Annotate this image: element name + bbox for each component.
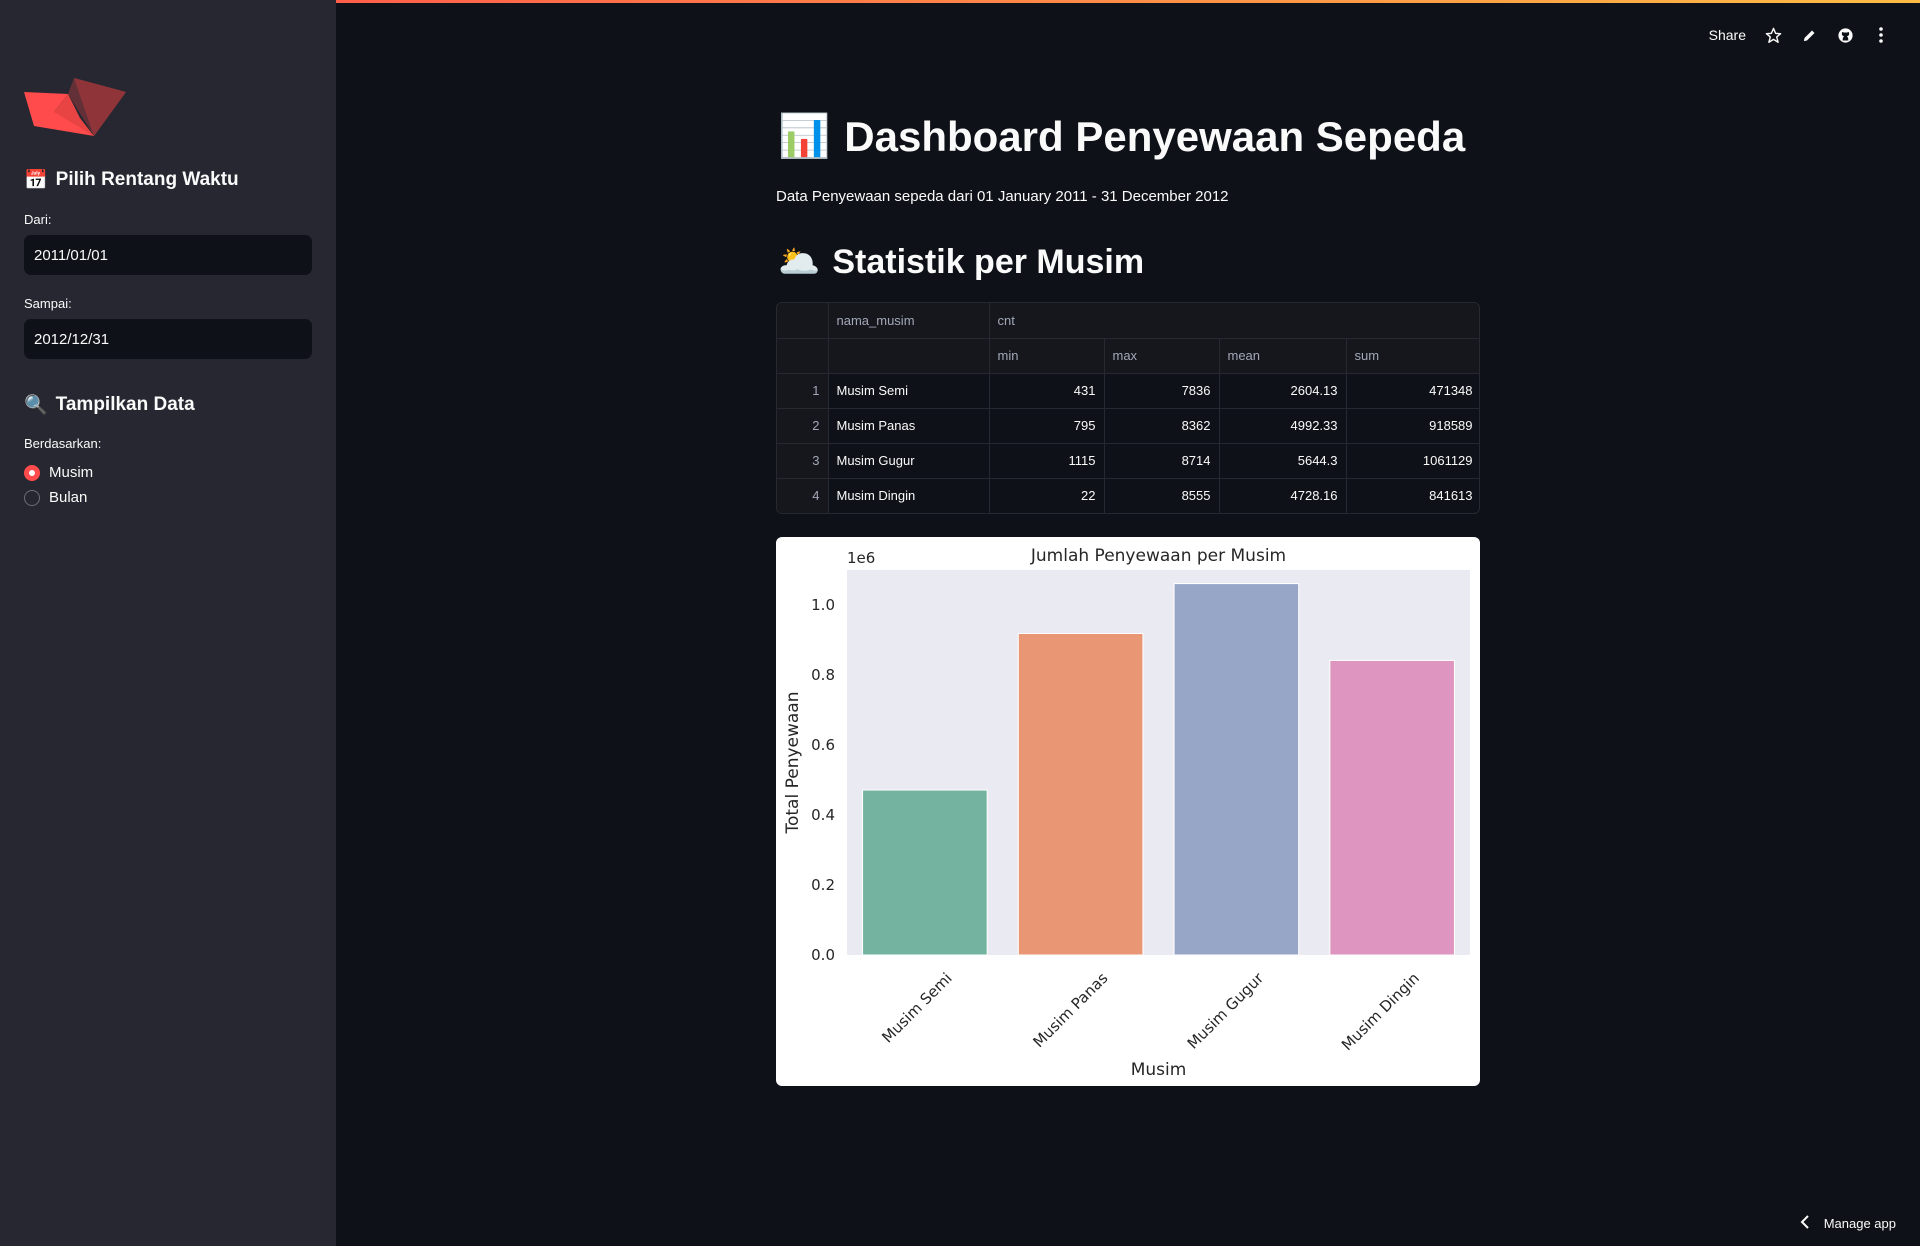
index-header <box>777 303 829 339</box>
table-cell[interactable]: Musim Gugur <box>828 443 990 479</box>
radio-label: Bulan <box>49 489 88 506</box>
table-cell[interactable]: 2604.13 <box>1219 373 1347 409</box>
radio-label: Musim <box>49 464 94 481</box>
section-heading: 🌥️ Statistik per Musim <box>778 242 1144 282</box>
share-button[interactable]: Share <box>1708 27 1746 43</box>
manage-app-button[interactable]: Manage app <box>1800 1215 1896 1232</box>
table-cell[interactable]: Musim Panas <box>828 408 990 444</box>
y-tick-label: 0.2 <box>811 876 835 894</box>
radio-unselected-icon[interactable] <box>24 489 40 506</box>
table-cell[interactable]: 4728.16 <box>1219 478 1347 513</box>
table-cell[interactable]: 5644.3 <box>1219 443 1347 479</box>
based-on-label: Berdasarkan: <box>24 436 102 451</box>
table-cell[interactable]: 8714 <box>1104 443 1220 479</box>
table-cell[interactable]: Musim Semi <box>828 373 990 409</box>
table-cell[interactable]: 918589 <box>1346 408 1479 444</box>
radio-selected-icon[interactable] <box>24 464 40 481</box>
display-data-heading: 🔍 Tampilkan Data <box>24 393 195 417</box>
y-offset-label: 1e6 <box>847 549 875 567</box>
table-cell[interactable]: 8555 <box>1104 478 1220 513</box>
star-icon[interactable] <box>1764 26 1782 44</box>
column-header[interactable]: mean <box>1219 338 1347 374</box>
table-cell[interactable]: 22 <box>989 478 1105 513</box>
streamlit-logo <box>24 78 126 136</box>
more-vertical-icon[interactable] <box>1872 26 1890 44</box>
sun-cloud-emoji-icon: 🌥️ <box>778 243 821 281</box>
chart-title: Jumlah Penyewaan per Musim <box>1030 546 1286 566</box>
table-cell[interactable]: 8362 <box>1104 408 1220 444</box>
table-cell[interactable]: 471348 <box>1346 373 1479 409</box>
row-index: 1 <box>777 373 829 409</box>
date-range-heading-text: Pilih Rentang Waktu <box>55 169 239 190</box>
column-header[interactable]: max <box>1104 338 1220 374</box>
chart-bar <box>1017 632 1144 956</box>
table-cell[interactable]: 1115 <box>989 443 1105 479</box>
pencil-icon[interactable] <box>1800 26 1818 44</box>
radio-option-bulan[interactable]: Bulan <box>24 489 87 506</box>
x-tick-label: Musim Semi <box>878 969 955 1046</box>
from-date-input[interactable] <box>24 235 312 275</box>
table-cell[interactable]: 4992.33 <box>1219 408 1347 444</box>
column-header[interactable]: min <box>989 338 1105 374</box>
page-subtitle: Data Penyewaan sepeda dari 01 January 20… <box>776 188 1229 205</box>
chart-bar <box>862 789 988 956</box>
section-heading-text: Statistik per Musim <box>832 242 1145 281</box>
y-tick-label: 0.0 <box>811 946 835 964</box>
table-cell[interactable]: Musim Dingin <box>828 478 990 513</box>
bar-chart-emoji-icon: 📊 <box>778 112 831 159</box>
table-header-row: nama_musim cnt <box>777 303 1479 339</box>
app-toolbar: Share <box>1709 26 1890 44</box>
row-index: 4 <box>777 478 829 513</box>
display-data-heading-text: Tampilkan Data <box>55 394 195 415</box>
table-row[interactable]: 4 Musim Dingin 22 8555 4728.16 841613 <box>777 478 1479 513</box>
calendar-icon: 📅 <box>24 170 48 191</box>
y-axis-label: Total Penyewaan <box>783 691 803 834</box>
table-cell[interactable]: 7836 <box>1104 373 1220 409</box>
x-tick-label: Musim Panas <box>1030 969 1112 1051</box>
table-row[interactable]: 2 Musim Panas 795 8362 4992.33 918589 <box>777 408 1479 444</box>
page-title: 📊 Dashboard Penyewaan Sepeda <box>778 112 1465 161</box>
to-label: Sampai: <box>24 296 72 311</box>
radio-option-musim[interactable]: Musim <box>24 464 93 481</box>
from-label: Dari: <box>24 212 52 227</box>
table-cell[interactable]: 1061129 <box>1346 443 1479 479</box>
y-tick-label: 0.6 <box>811 736 835 754</box>
season-stats-table[interactable]: nama_musim cnt min max mean sum 1 Musim … <box>776 302 1480 514</box>
table-cell[interactable]: 795 <box>989 408 1105 444</box>
column-header[interactable]: sum <box>1346 338 1479 374</box>
table-cell[interactable]: 431 <box>989 373 1105 409</box>
table-cell[interactable]: 841613 <box>1346 478 1479 513</box>
x-axis-label: Musim <box>1131 1060 1187 1080</box>
column-header <box>828 338 990 374</box>
chart-bar <box>1329 659 1455 956</box>
date-range-heading: 📅 Pilih Rentang Waktu <box>24 168 239 192</box>
bar-chart-svg: 0.0 0.2 0.4 0.6 0.8 1.0 1e6 Musim Semi Musim Pan… <box>783 546 1470 1080</box>
column-header[interactable]: nama_musim <box>828 303 990 339</box>
table-row[interactable]: 1 Musim Semi 431 7836 2604.13 471348 <box>777 373 1479 409</box>
sidebar: 📅 Pilih Rentang Waktu Dari: Sampai: 🔍 Ta… <box>0 0 336 1246</box>
top-accent-bar <box>0 0 1920 3</box>
y-tick-label: 1.0 <box>811 596 835 614</box>
page-title-text: Dashboard Penyewaan Sepeda <box>844 112 1466 160</box>
magnifier-icon: 🔍 <box>24 395 48 416</box>
row-index: 3 <box>777 443 829 479</box>
row-index: 2 <box>777 408 829 444</box>
chart-bar <box>1173 583 1300 956</box>
table-row[interactable]: 3 Musim Gugur 1115 8714 5644.3 1061129 <box>777 443 1479 479</box>
season-rentals-chart: 0.0 0.2 0.4 0.6 0.8 1.0 1e6 Musim Semi Musim Pan… <box>776 537 1480 1086</box>
x-tick-label: Musim Gugur <box>1184 969 1268 1053</box>
y-tick-label: 0.4 <box>811 806 835 824</box>
chevron-left-icon[interactable] <box>1800 1215 1810 1232</box>
to-date-input[interactable] <box>24 319 312 359</box>
column-header[interactable]: cnt <box>989 303 1479 339</box>
y-tick-label: 0.8 <box>811 666 835 684</box>
github-icon[interactable] <box>1836 26 1854 44</box>
table-subheader-row: min max mean sum <box>777 338 1479 374</box>
index-header <box>777 338 829 374</box>
x-tick-label: Musim Dingin <box>1338 969 1423 1054</box>
manage-app-label: Manage app <box>1823 1216 1896 1231</box>
